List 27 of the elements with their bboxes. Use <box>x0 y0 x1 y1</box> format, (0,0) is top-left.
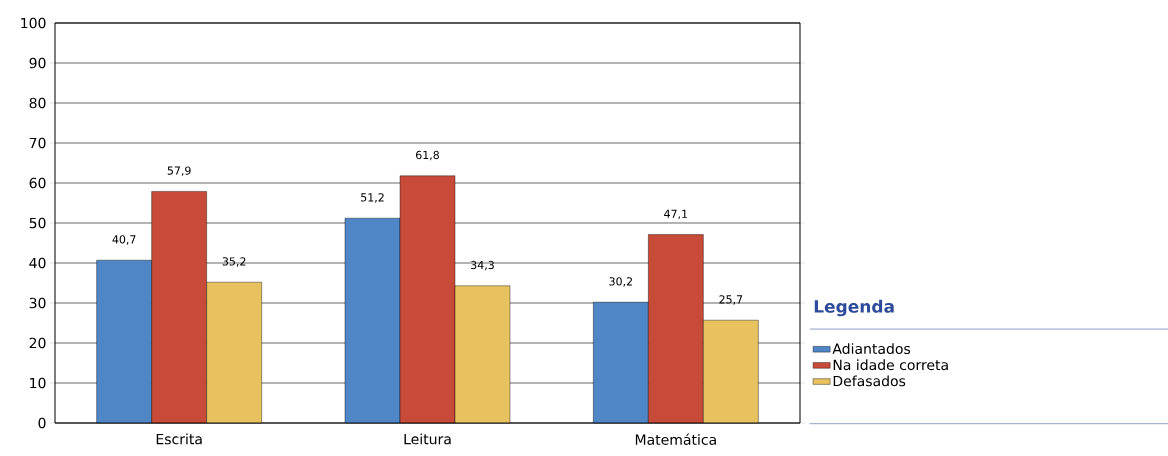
data-label: 30,2 <box>609 277 632 287</box>
legend-label: Na idade correta <box>833 359 948 371</box>
y-tick-label: 30 <box>29 297 46 309</box>
legend-label: Defasados <box>833 375 906 387</box>
x-tick-label: Matemática <box>635 433 716 445</box>
data-label: 57,9 <box>167 166 191 176</box>
y-tick-label: 50 <box>29 217 46 229</box>
x-tick-label: Leitura <box>404 433 451 445</box>
data-label: 25,7 <box>719 295 743 305</box>
y-tick-label: 60 <box>29 177 46 189</box>
legend-label: Adiantados <box>832 343 911 355</box>
data-label: 35,2 <box>222 257 246 267</box>
y-tick-label: 90 <box>29 57 46 69</box>
data-label: 47,1 <box>664 209 688 220</box>
y-tick-label: 40 <box>29 257 46 269</box>
data-label: 34,3 <box>471 260 494 271</box>
x-tick-label: Escrita <box>156 433 202 445</box>
y-tick-label: 20 <box>29 337 46 349</box>
data-label: 40,7 <box>112 235 136 245</box>
y-tick-label: 0 <box>38 417 46 429</box>
data-label: 51,2 <box>361 193 384 203</box>
y-tick-label: 70 <box>29 137 46 149</box>
y-tick-label: 80 <box>29 97 46 109</box>
data-label: 61,8 <box>416 150 439 161</box>
y-tick-label: 10 <box>30 377 46 389</box>
y-tick-label: 100 <box>21 17 46 29</box>
legend-title: Legenda <box>814 299 894 317</box>
